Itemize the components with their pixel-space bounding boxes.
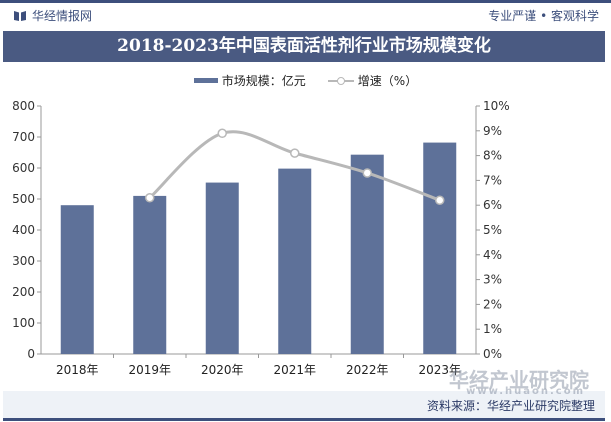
bar xyxy=(423,142,457,354)
right-tick-label: 2% xyxy=(483,297,502,311)
bar xyxy=(60,205,94,354)
x-tick-label: 2023年 xyxy=(418,363,461,377)
chart-title: 2018-2023年中国表面活性剂行业市场规模变化 xyxy=(3,31,605,62)
left-tick-label: 0 xyxy=(27,347,35,361)
brand-name: 华经情报网 xyxy=(32,9,93,23)
top-border xyxy=(0,0,611,3)
x-tick-label: 2021年 xyxy=(273,363,316,377)
right-tick-label: 1% xyxy=(483,322,502,336)
brand: 华经情报网 xyxy=(14,7,92,24)
left-tick-label: 500 xyxy=(12,192,35,206)
left-tick-label: 700 xyxy=(12,130,35,144)
source-note: 资料来源：华经产业研究院整理 xyxy=(426,399,595,413)
legend-label: 市场规模：亿元 xyxy=(221,74,306,88)
right-tick-label: 6% xyxy=(483,198,502,212)
growth-point xyxy=(435,195,445,205)
legend-bar-swatch xyxy=(193,78,218,83)
x-tick-label: 2018年 xyxy=(56,363,99,377)
watermark: 华经产业研究院 xyxy=(449,368,589,392)
right-tick-label: 5% xyxy=(483,223,502,237)
right-tick-label: 0% xyxy=(483,347,502,361)
left-tick-label: 400 xyxy=(12,223,35,237)
x-tick-label: 2020年 xyxy=(201,363,244,377)
bar xyxy=(350,154,384,354)
legend-label: 增速（%） xyxy=(357,74,418,88)
growth-point xyxy=(290,148,300,158)
growth-point xyxy=(362,168,372,178)
left-tick-label: 600 xyxy=(12,161,35,175)
footer-band xyxy=(3,391,605,418)
slogan: 专业严谨 • 客观科学 xyxy=(488,9,599,23)
right-tick-label: 4% xyxy=(483,248,502,262)
right-tick-label: 3% xyxy=(483,273,502,287)
x-tick-label: 2022年 xyxy=(346,363,389,377)
x-tick-label: 2019年 xyxy=(128,363,171,377)
legend: 市场规模：亿元 增速（%） xyxy=(0,72,611,89)
legend-item-market-size: 市场规模：亿元 xyxy=(193,72,306,89)
right-tick-label: 9% xyxy=(483,124,502,138)
growth-point xyxy=(145,193,155,203)
right-tick-label: 7% xyxy=(483,173,502,187)
right-tick-label: 8% xyxy=(483,149,502,163)
left-tick-label: 100 xyxy=(12,316,35,330)
watermark-url: www.huaon.com xyxy=(466,386,585,397)
bar xyxy=(133,195,167,354)
left-tick-label: 300 xyxy=(12,254,35,268)
bar xyxy=(205,182,239,354)
book-icon xyxy=(14,10,26,21)
legend-line-swatch xyxy=(327,76,354,85)
left-tick-label: 800 xyxy=(12,99,35,113)
bottom-border xyxy=(3,418,605,421)
right-tick-label: 10% xyxy=(483,99,510,113)
legend-item-growth: 增速（%） xyxy=(327,72,418,89)
growth-point xyxy=(217,128,227,139)
left-tick-label: 200 xyxy=(12,285,35,299)
bar xyxy=(278,168,312,354)
